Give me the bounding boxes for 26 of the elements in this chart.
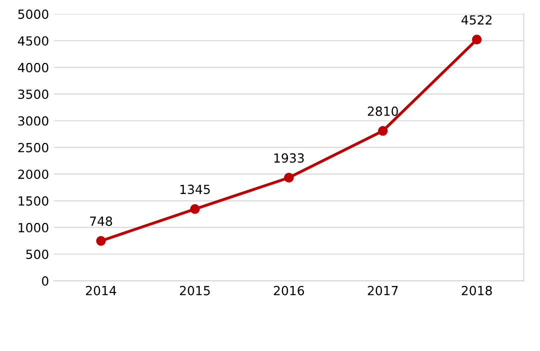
y-tick-label: 1500 (18, 196, 48, 206)
point (284, 172, 294, 183)
x-tick-label: 2015 (180, 286, 210, 296)
y-tick-label: 3500 (18, 90, 48, 99)
data-label: 4522 (462, 15, 492, 25)
y-tick-label: 4500 (18, 36, 48, 46)
point (190, 204, 200, 214)
y-tick-label: 2500 (18, 142, 48, 152)
data-label: 1345 (180, 184, 210, 194)
y-tick-label: 3000 (18, 116, 48, 126)
x-tick-label: 2014 (86, 286, 116, 296)
y-tick-label: 4000 (18, 62, 48, 72)
x-tick-label: 2017 (368, 286, 398, 296)
y-tick-label: 5000 (18, 10, 48, 19)
point (472, 34, 482, 44)
y-tick-label: 1000 (18, 222, 48, 232)
y-tick-label: 500 (26, 250, 48, 260)
data-label: 1933 (274, 153, 304, 163)
y-tick-label: 0 (42, 276, 48, 286)
y-tick-label: 2000 (18, 170, 48, 180)
point (378, 126, 388, 136)
data-label: 748 (90, 216, 112, 226)
point (96, 236, 106, 246)
x-tick-label: 2016 (274, 286, 304, 296)
data-label: 2810 (368, 106, 398, 116)
x-tick-label: 2018 (462, 286, 492, 296)
